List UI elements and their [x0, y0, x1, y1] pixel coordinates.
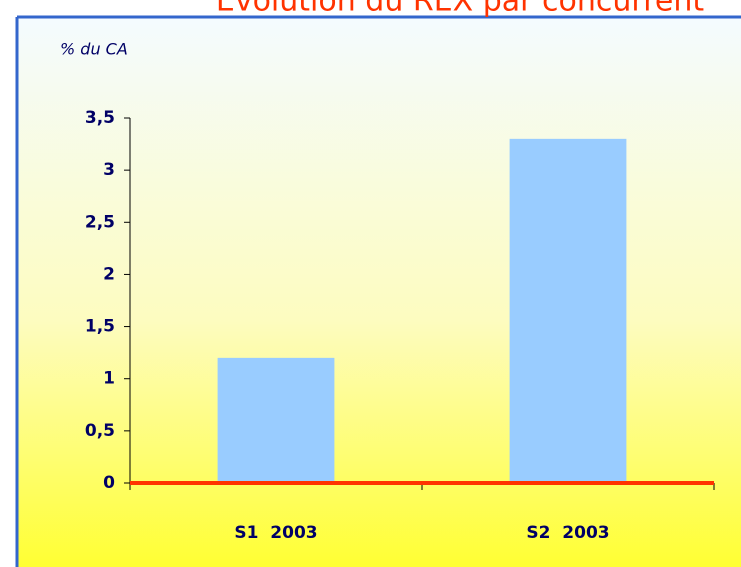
- y-tick-label: 3,5: [85, 108, 115, 128]
- chart-title: Évolution du REX par concurrent: [216, 0, 705, 19]
- y-tick-label: 3: [103, 160, 115, 180]
- y-tick-label: 0: [103, 473, 115, 493]
- y-tick-label: 2: [103, 264, 115, 284]
- x-tick-label: S1 2003: [234, 523, 317, 543]
- y-tick-label: 0,5: [85, 421, 115, 441]
- x-tick-label: S2 2003: [526, 523, 609, 543]
- y-tick-label: 1,5: [85, 317, 115, 337]
- y-axis-label: % du CA: [60, 40, 128, 59]
- y-tick-label: 1: [103, 369, 115, 389]
- bar: [217, 357, 335, 483]
- bar: [509, 138, 627, 483]
- y-tick-label: 2,5: [85, 212, 115, 232]
